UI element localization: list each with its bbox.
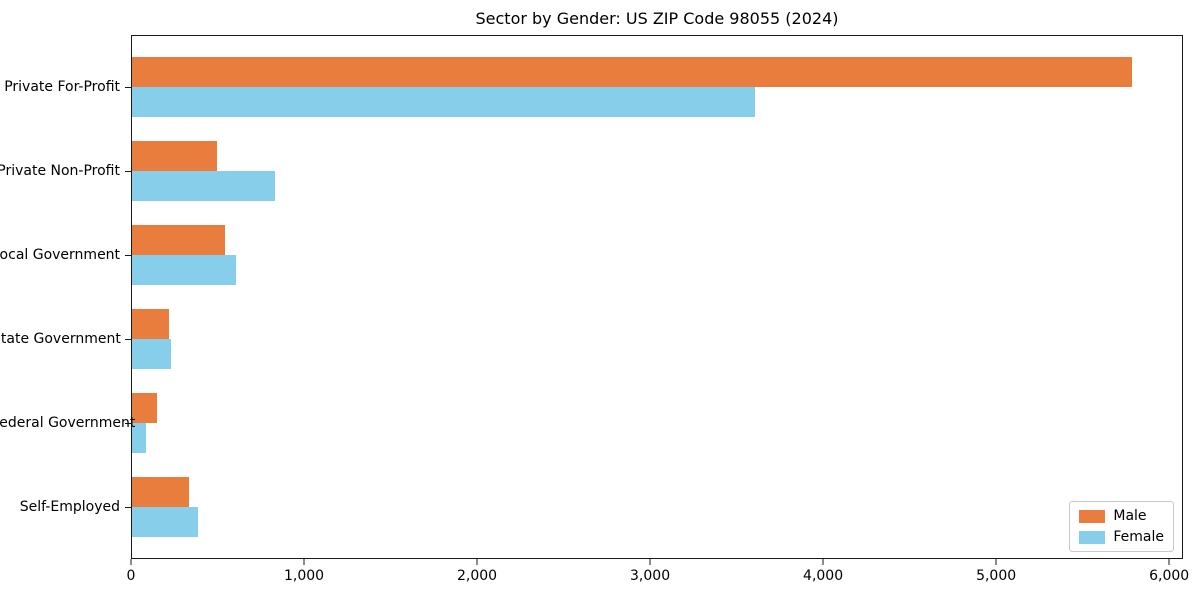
y-tick-mark xyxy=(125,423,131,424)
y-tick-mark xyxy=(125,255,131,256)
x-tick-label: 1,000 xyxy=(283,568,325,584)
x-tick-label: 2,000 xyxy=(457,568,498,584)
legend-label: Female xyxy=(1113,529,1164,545)
legend: Male Female xyxy=(1069,501,1174,552)
bar-female-state-government xyxy=(132,339,171,369)
x-tick-mark xyxy=(822,559,824,565)
x-tick-mark xyxy=(130,559,132,565)
legend-swatch-female xyxy=(1079,530,1106,544)
y-tick-mark xyxy=(125,507,131,508)
x-tick-label: 0 xyxy=(126,568,136,584)
legend-item-male: Male xyxy=(1079,508,1164,524)
y-axis-label: Private Non-Profit xyxy=(0,163,120,179)
x-tick-mark xyxy=(995,559,997,565)
y-axis-label: Federal Government xyxy=(0,415,136,431)
bar-male-private-non-profit xyxy=(132,141,217,171)
bar-rows: Private For-Profit Private Non-Profit Loca… xyxy=(0,36,1182,558)
bar-male-federal-government xyxy=(132,393,158,423)
y-axis-label: Self-Employed xyxy=(19,499,120,515)
bar-male-self-employed xyxy=(132,477,189,507)
x-tick-mark xyxy=(1168,559,1170,565)
bar-male-private-for-profit xyxy=(132,57,1132,87)
x-tick-label: 4,000 xyxy=(803,568,844,584)
x-tick-label: 3,000 xyxy=(630,568,671,584)
y-tick-mark xyxy=(125,339,131,340)
bar-female-self-employed xyxy=(132,507,198,537)
bar-female-private-non-profit xyxy=(132,171,276,201)
bar-female-private-for-profit xyxy=(132,87,756,117)
y-tick-mark xyxy=(125,87,131,88)
category-row: State Government xyxy=(0,297,1182,381)
category-row: Local Government xyxy=(0,213,1182,297)
category-row: Self-Employed xyxy=(20,465,1182,549)
y-axis-label: Local Government xyxy=(0,247,121,263)
category-row: Private For-Profit xyxy=(4,45,1182,129)
x-tick-mark xyxy=(303,559,305,565)
y-axis-label: Private For-Profit xyxy=(4,79,120,95)
x-tick-label: 5,000 xyxy=(976,568,1017,584)
x-tick-mark xyxy=(649,559,651,565)
bar-female-federal-government xyxy=(132,423,146,453)
legend-item-female: Female xyxy=(1079,529,1164,545)
x-axis: 0 1,000 2,000 3,000 4,000 5,000 6,000 xyxy=(127,559,1189,589)
bar-male-state-government xyxy=(132,309,170,339)
x-tick-mark xyxy=(476,559,478,565)
bar-male-local-government xyxy=(132,225,226,255)
category-row: Federal Government xyxy=(0,381,1182,465)
category-row: Private Non-Profit xyxy=(0,129,1182,213)
legend-swatch-male xyxy=(1079,509,1106,523)
bar-female-local-government xyxy=(132,255,236,285)
y-tick-mark xyxy=(125,171,131,172)
legend-label: Male xyxy=(1113,508,1147,524)
chart-title: Sector by Gender: US ZIP Code 98055 (202… xyxy=(475,9,839,28)
y-axis-label: State Government xyxy=(0,331,121,347)
x-tick-label: 6,000 xyxy=(1149,568,1190,584)
plot-area: Private For-Profit Private Non-Profit Loca… xyxy=(0,35,1183,559)
